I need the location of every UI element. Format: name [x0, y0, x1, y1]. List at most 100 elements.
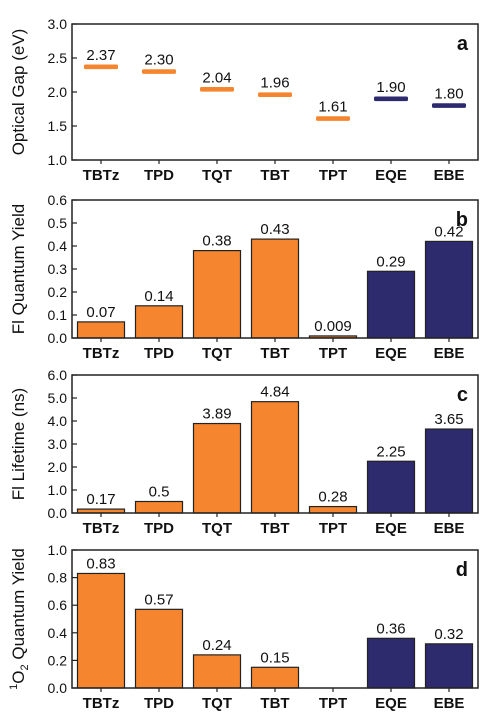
category-label: EBE	[434, 345, 465, 362]
data-label: 0.17	[86, 491, 115, 508]
category-label: EQE	[375, 345, 407, 362]
bar-ebe	[426, 241, 473, 338]
category-label: TBTz	[83, 167, 120, 184]
marker-tpd	[142, 69, 176, 74]
category-label: EQE	[375, 167, 407, 184]
data-label: 0.57	[144, 591, 173, 608]
panel-d: 0.83 TBTz 0.57 TPD 0.24 TQT 0.15 TBT TPT 0.36 EQE 0…	[8, 542, 478, 712]
bar-eqe	[368, 461, 415, 513]
category-label: TPT	[319, 520, 347, 537]
bar-tqt	[194, 655, 241, 688]
data-label: 1.96	[260, 75, 289, 92]
category-label: EBE	[434, 520, 465, 537]
category-label: EBE	[434, 167, 465, 184]
category-label: TPT	[319, 167, 347, 184]
bar-tpd	[136, 502, 183, 514]
data-label: 3.89	[202, 406, 231, 423]
data-label: 0.28	[318, 489, 347, 506]
panel-letter: c	[457, 384, 468, 406]
data-label: 0.07	[86, 304, 115, 321]
data-label: 2.04	[202, 69, 231, 86]
data-label: 0.14	[144, 288, 173, 305]
y-tick-label: 6.0	[48, 367, 68, 383]
y-tick-label: 1.0	[48, 482, 68, 498]
bar-tpt	[310, 507, 357, 513]
bar-tbt	[252, 239, 299, 338]
category-label: TPD	[144, 695, 174, 712]
y-tick-label: 2.5	[48, 50, 68, 66]
category-label: EBE	[434, 695, 465, 712]
bar-ebe	[426, 644, 473, 688]
bar-tbtz	[78, 322, 125, 338]
category-label: TQT	[202, 520, 232, 537]
y-tick-label: 3.0	[48, 436, 68, 452]
bar-tbt	[252, 667, 299, 688]
category-label: TPT	[319, 695, 347, 712]
y-tick-label: 4.0	[48, 413, 68, 429]
data-label: 1.90	[376, 79, 405, 96]
plot-frame	[72, 24, 478, 160]
bar-tbtz	[78, 573, 125, 688]
data-label: 2.37	[86, 47, 115, 64]
panel-letter: b	[456, 209, 468, 231]
y-tick-label: 0.0	[48, 680, 68, 696]
y-tick-label: 0.4	[48, 625, 68, 641]
bar-tqt	[194, 251, 241, 338]
y-axis-title: Optical Gap (eV)	[9, 29, 28, 156]
data-label: 3.65	[434, 411, 463, 428]
marker-tpt	[316, 116, 350, 121]
bar-tpd	[136, 306, 183, 338]
category-label: TBT	[260, 345, 289, 362]
panel-b: 0.07 TBTz 0.14 TPD 0.38 TQT 0.43 TBT 0.009 TPT 0.2…	[9, 192, 478, 362]
bar-tpd	[136, 609, 183, 688]
marker-ebe	[432, 103, 466, 108]
y-axis-title: Fl Quantum Yield	[9, 204, 28, 334]
bar-eqe	[368, 638, 415, 688]
panel-c: 0.17TBTz0.5TPD3.89TQT4.84TBT0.28TPT2.25E…	[9, 367, 478, 537]
marker-eqe	[374, 97, 408, 102]
category-label: TQT	[202, 695, 232, 712]
marker-tbt	[258, 92, 292, 97]
bar-tbt	[252, 402, 299, 513]
y-tick-label: 2.0	[48, 459, 68, 475]
y-tick-label: 0.0	[48, 505, 68, 521]
y-tick-label: 0.5	[48, 215, 68, 231]
panel-letter: a	[457, 33, 469, 55]
y-tick-label: 0.2	[48, 652, 68, 668]
data-label: 0.29	[376, 253, 405, 270]
category-label: TPD	[144, 345, 174, 362]
category-label: TBTz	[83, 345, 120, 362]
category-label: EQE	[375, 695, 407, 712]
bar-ebe	[426, 429, 473, 513]
data-label: 0.38	[202, 233, 231, 250]
y-tick-label: 1.0	[48, 542, 68, 558]
category-label: EQE	[375, 520, 407, 537]
y-tick-label: 2.0	[48, 84, 68, 100]
category-label: TBT	[260, 695, 289, 712]
y-tick-label: 1.5	[48, 118, 68, 134]
y-tick-label: 0.2	[48, 284, 68, 300]
y-tick-label: 0.8	[48, 570, 68, 586]
category-label: TQT	[202, 167, 232, 184]
data-label: 0.43	[260, 221, 289, 238]
y-tick-label: 0.0	[48, 330, 68, 346]
data-label: 0.32	[434, 626, 463, 643]
data-label: 2.30	[144, 52, 173, 69]
category-label: TPD	[144, 167, 174, 184]
panel-a: 2.37 TBTz 2.30 TPD 2.04 TQT 1.96 TBT 1.61 TPT 1.90…	[9, 16, 478, 184]
category-label: TBT	[260, 520, 289, 537]
data-label: 0.36	[376, 620, 405, 637]
panel-letter: d	[456, 559, 468, 581]
y-tick-label: 0.3	[48, 261, 68, 277]
y-axis-title: Fl Lifetime (ns)	[9, 388, 28, 500]
marker-tqt	[200, 87, 234, 92]
category-label: TBT	[260, 167, 289, 184]
data-label: 1.80	[434, 86, 463, 103]
y-axis-title: 1O2 Quantum Yield	[8, 548, 31, 690]
data-label: 4.84	[260, 384, 289, 401]
category-label: TBTz	[83, 695, 120, 712]
marker-tbtz	[84, 65, 118, 70]
bar-eqe	[368, 271, 415, 338]
category-label: TQT	[202, 345, 232, 362]
